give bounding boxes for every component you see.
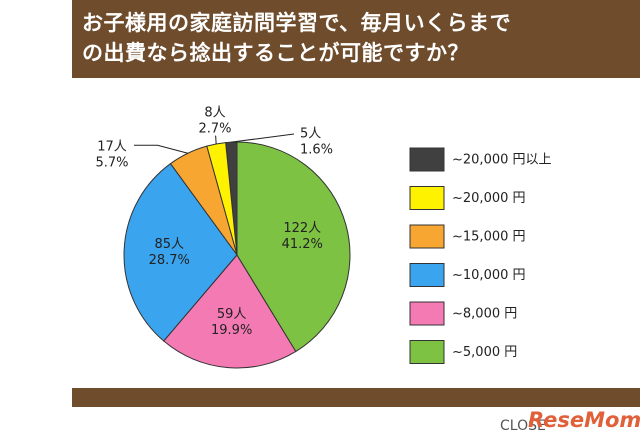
value-label: 19.9% <box>211 323 252 338</box>
legend-swatch <box>409 340 445 364</box>
pie-slice <box>163 254 297 369</box>
close-button[interactable]: CLOSE <box>500 418 546 434</box>
legend-swatch <box>409 147 445 172</box>
legend-swatch <box>409 224 445 249</box>
legend-label: ~10,000 円 <box>452 268 526 283</box>
count-label: 5人 <box>300 127 321 142</box>
legend-label: ~5,000 円 <box>452 345 517 360</box>
legend-swatch <box>409 263 445 287</box>
watermark: ReseMom <box>528 408 640 432</box>
legend-swatch <box>409 186 445 210</box>
value-label: 5.7% <box>95 156 128 171</box>
count-label: 17人 <box>97 140 127 155</box>
count-label: 59人 <box>217 307 247 322</box>
legend-label: ~20,000 円以上 <box>452 153 552 168</box>
count-label: 122人 <box>283 221 321 236</box>
chart-title: お子様用の家庭訪問学習で、毎月いくらまで の出費なら捻出することが可能ですか？ <box>82 11 512 65</box>
legend-swatch <box>409 301 445 326</box>
count-label: 85人 <box>154 237 184 252</box>
pie-slice <box>236 141 351 353</box>
title-band <box>72 0 640 78</box>
legend-label: ~20,000 円 <box>452 191 526 206</box>
value-label: 2.7% <box>198 122 231 137</box>
pie-slice <box>123 162 238 342</box>
footer-band <box>72 388 640 407</box>
leader-line <box>157 144 188 154</box>
value-label: 41.2% <box>282 237 323 252</box>
legend-label: ~8,000 円 <box>452 307 517 322</box>
value-label: 1.6% <box>300 143 333 158</box>
count-label: 8人 <box>204 106 225 121</box>
value-label: 28.7% <box>149 253 190 268</box>
legend-label: ~15,000 円 <box>452 230 526 245</box>
leader-line <box>231 133 295 143</box>
